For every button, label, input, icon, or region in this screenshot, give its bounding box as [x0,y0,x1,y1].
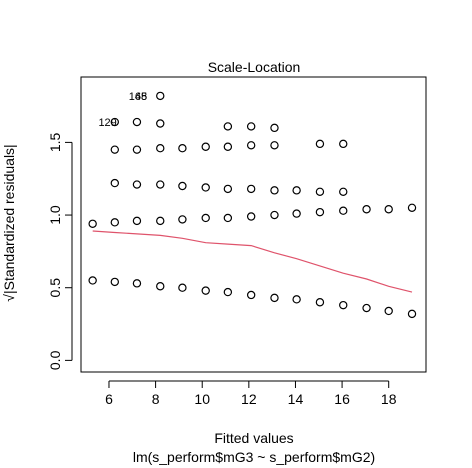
smoother-line-path [92,230,413,293]
data-point [132,117,142,127]
data-point [201,142,210,151]
data-point [246,141,256,150]
x-axis-sublabel: lm(s_perform$mG3 ~ s_perform$mG2) [133,449,375,465]
data-point [178,283,187,292]
plot-frame [80,76,427,373]
y-axis-label: √|Standardized residuals| [1,144,17,301]
data-point [156,91,165,101]
data-point [315,187,325,197]
data-point [178,144,187,153]
data-point [339,139,348,149]
data-point [132,180,142,189]
data-point [407,309,417,319]
data-point [270,210,279,220]
data-point [110,277,120,287]
smoother-line [92,230,413,293]
data-point [132,216,142,226]
data-points [88,91,417,319]
data-point [362,205,371,214]
x-tick-label: 14 [288,391,304,407]
data-point [88,219,97,228]
data-point [156,180,165,189]
data-point [88,276,97,285]
data-point [132,145,142,154]
data-point [201,286,210,295]
data-point [223,287,233,297]
data-point [110,117,120,127]
data-point [156,119,165,128]
data-point [110,178,120,188]
point-label: 129 [98,117,116,129]
x-tick-label: 16 [334,391,350,407]
data-point [384,306,393,316]
data-point [246,290,256,300]
x-tick-label: 8 [152,391,160,407]
data-point [201,213,210,223]
data-point [223,213,233,223]
y-tick-label: 0.0 [47,350,63,370]
data-point [292,209,301,218]
data-point [339,300,348,310]
x-tick-label: 10 [194,391,210,407]
data-point [201,183,210,192]
data-point [270,141,279,150]
x-tick-label: 18 [381,391,397,407]
data-point [156,282,165,291]
x-axis: 6 8 10 12 14 16 18 [105,380,397,407]
data-point [315,139,325,149]
data-point [292,295,301,304]
data-point [246,184,256,194]
data-point [223,184,233,194]
data-point [223,122,233,131]
data-point [178,181,187,191]
data-point [270,123,279,133]
data-point [315,298,325,307]
data-point [339,187,348,197]
data-point [407,203,417,212]
data-point [315,207,325,217]
y-tick-label: 0.5 [47,278,63,298]
data-point [292,186,301,195]
data-point [110,145,120,154]
data-point [246,212,256,221]
data-point [362,303,371,313]
chart-title: Scale-Location [208,59,301,75]
data-point [110,218,120,227]
data-point [223,142,233,151]
y-tick-label: 1.0 [47,205,63,225]
data-point [246,122,256,131]
y-tick-label: 1.5 [47,132,63,152]
y-axis: 0.0 0.5 1.0 1.5 [47,132,73,370]
data-point [178,215,187,224]
data-point [156,216,165,226]
x-axis-label: Fitted values [214,430,293,446]
data-point [339,206,348,215]
point-label: 65 [135,91,147,103]
data-point [384,205,393,214]
x-tick-label: 12 [241,391,257,407]
data-point [156,144,165,153]
data-point [132,279,142,288]
data-point [270,293,279,303]
x-tick-label: 6 [105,391,113,407]
point-label: 148 [129,91,147,103]
data-point [270,186,279,195]
